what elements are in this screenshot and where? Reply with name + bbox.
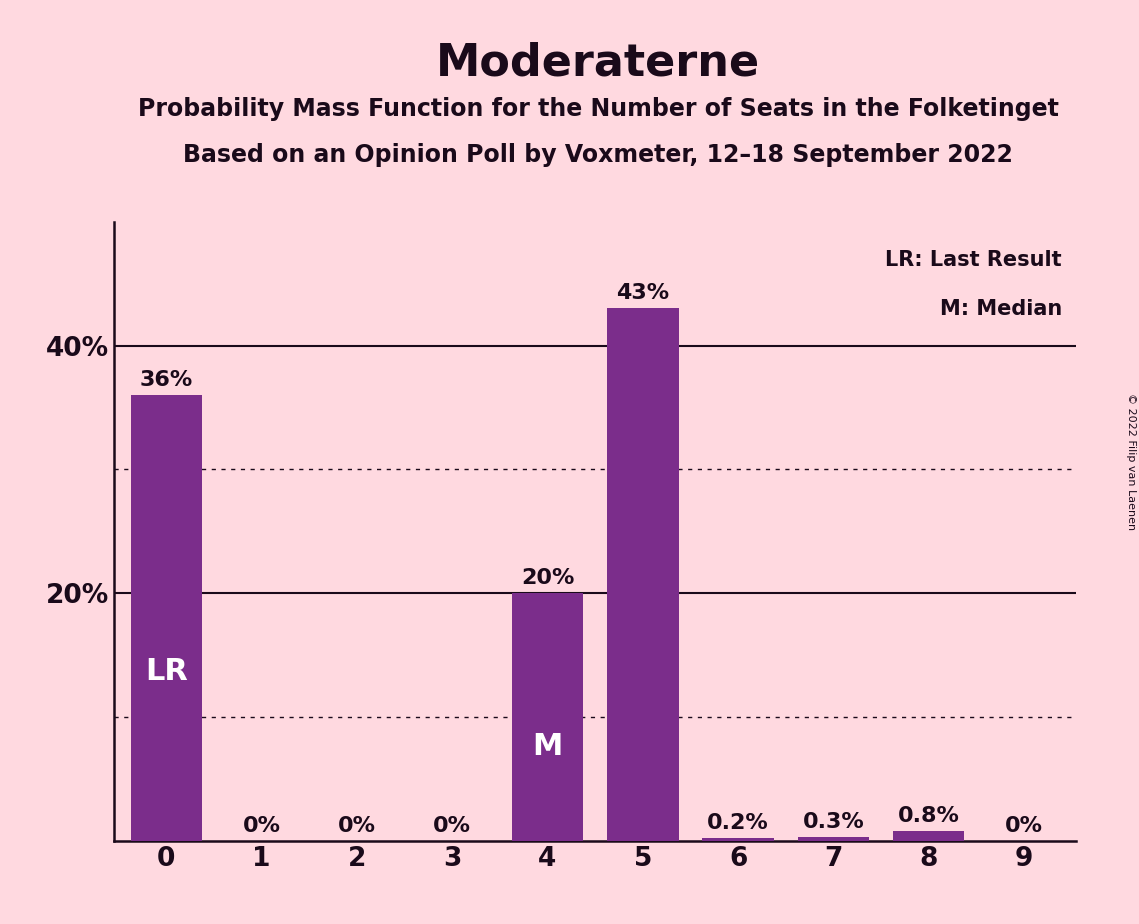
Text: LR: LR bbox=[145, 657, 188, 686]
Bar bbox=[131, 395, 202, 841]
Text: 20%: 20% bbox=[521, 568, 574, 589]
Bar bbox=[797, 837, 869, 841]
Text: M: M bbox=[532, 732, 563, 761]
Text: © 2022 Filip van Laenen: © 2022 Filip van Laenen bbox=[1126, 394, 1136, 530]
Text: 0%: 0% bbox=[243, 816, 280, 836]
Text: 0.2%: 0.2% bbox=[707, 813, 769, 833]
Text: Moderaterne: Moderaterne bbox=[436, 42, 760, 85]
Text: 0%: 0% bbox=[1005, 816, 1043, 836]
Bar bbox=[893, 831, 965, 841]
Bar bbox=[703, 838, 773, 841]
Text: Probability Mass Function for the Number of Seats in the Folketinget: Probability Mass Function for the Number… bbox=[138, 97, 1058, 121]
Text: 0.8%: 0.8% bbox=[898, 806, 959, 826]
Text: 0%: 0% bbox=[338, 816, 376, 836]
Text: LR: Last Result: LR: Last Result bbox=[885, 249, 1062, 270]
Text: 0%: 0% bbox=[433, 816, 472, 836]
Text: 36%: 36% bbox=[140, 371, 192, 390]
Bar bbox=[607, 309, 679, 841]
Text: M: Median: M: Median bbox=[940, 299, 1062, 319]
Text: Based on an Opinion Poll by Voxmeter, 12–18 September 2022: Based on an Opinion Poll by Voxmeter, 12… bbox=[183, 143, 1013, 167]
Text: 0.3%: 0.3% bbox=[803, 812, 865, 833]
Bar bbox=[511, 593, 583, 841]
Text: 43%: 43% bbox=[616, 284, 670, 303]
